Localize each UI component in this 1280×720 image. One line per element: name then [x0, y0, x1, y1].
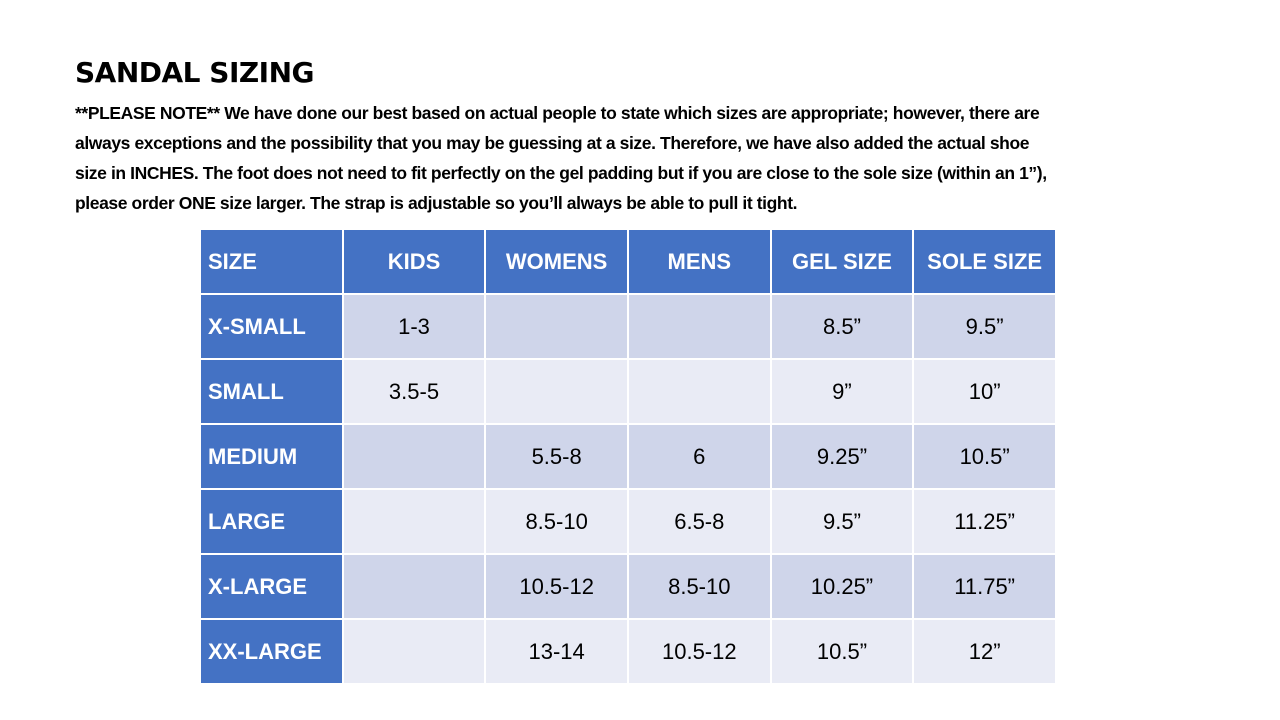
table-row: SMALL 3.5-5 9” 10”	[199, 358, 1057, 425]
table-cell: 1-3	[341, 293, 487, 360]
table-cell: 11.25”	[912, 488, 1057, 555]
table-cell: 12”	[912, 618, 1057, 685]
note: **PLEASE NOTE** We have done our best ba…	[75, 98, 1047, 218]
table-cell	[626, 358, 772, 425]
row-header: XX-LARGE	[199, 618, 344, 685]
table-row: MEDIUM 5.5-8 6 9.25” 10.5”	[199, 423, 1057, 490]
table-cell	[341, 488, 487, 555]
table-cell: 11.75”	[912, 553, 1057, 620]
table-cell: 9.25”	[769, 423, 915, 490]
note-line: please order ONE size larger. The strap …	[75, 193, 798, 213]
note-line: size in INCHES. The foot does not need t…	[75, 163, 1047, 183]
table-cell: 9.5”	[769, 488, 915, 555]
column-header: SIZE	[199, 228, 344, 295]
table-cell: 13-14	[484, 618, 629, 685]
table-cell: 10.5-12	[484, 553, 629, 620]
table-cell: 6.5-8	[626, 488, 772, 555]
column-header: WOMENS	[484, 228, 629, 295]
table-cell	[484, 293, 629, 360]
table-cell: 8.5-10	[484, 488, 629, 555]
table-cell: 3.5-5	[341, 358, 487, 425]
row-header: X-SMALL	[199, 293, 344, 360]
table-cell	[341, 423, 487, 490]
note-line: always exceptions and the possibility th…	[75, 133, 1030, 153]
table-cell: 10”	[912, 358, 1057, 425]
column-header: KIDS	[341, 228, 487, 295]
table-row: LARGE 8.5-10 6.5-8 9.5” 11.25”	[199, 488, 1057, 555]
column-header: GEL SIZE	[769, 228, 915, 295]
title: SANDAL SIZING	[75, 56, 315, 89]
table-cell: 9”	[769, 358, 915, 425]
row-header: LARGE	[199, 488, 344, 555]
header-row: SIZE KIDS WOMENS MENS GEL SIZE SOLE SIZE	[199, 228, 1057, 295]
table-cell	[484, 358, 629, 425]
table-cell	[626, 293, 772, 360]
table-row: XX-LARGE 13-14 10.5-12 10.5” 12”	[199, 618, 1057, 685]
table-cell: 10.5”	[769, 618, 915, 685]
table-cell: 5.5-8	[484, 423, 629, 490]
table-cell: 8.5”	[769, 293, 915, 360]
column-header: SOLE SIZE	[912, 228, 1057, 295]
table-cell: 9.5”	[912, 293, 1057, 360]
table-body: X-SMALL 1-3 8.5” 9.5” SMALL 3.5-5 9” 10” MEDIUM 5…	[199, 293, 1057, 685]
table-row: X-LARGE 10.5-12 8.5-10 10.25” 11.75”	[199, 553, 1057, 620]
table-cell: 10.5”	[912, 423, 1057, 490]
table-row: X-SMALL 1-3 8.5” 9.5”	[199, 293, 1057, 360]
table-cell	[341, 618, 487, 685]
table-cell: 6	[626, 423, 772, 490]
table-cell: 8.5-10	[626, 553, 772, 620]
row-header: MEDIUM	[199, 423, 344, 490]
size-table: SIZE KIDS WOMENS MENS GEL SIZE SOLE SIZE X-SM…	[199, 228, 1057, 685]
note-line: **PLEASE NOTE** We have done our best ba…	[75, 103, 1040, 123]
table-cell	[341, 553, 487, 620]
row-header: SMALL	[199, 358, 344, 425]
table-cell: 10.25”	[769, 553, 915, 620]
row-header: X-LARGE	[199, 553, 344, 620]
table-cell: 10.5-12	[626, 618, 772, 685]
column-header: MENS	[626, 228, 772, 295]
